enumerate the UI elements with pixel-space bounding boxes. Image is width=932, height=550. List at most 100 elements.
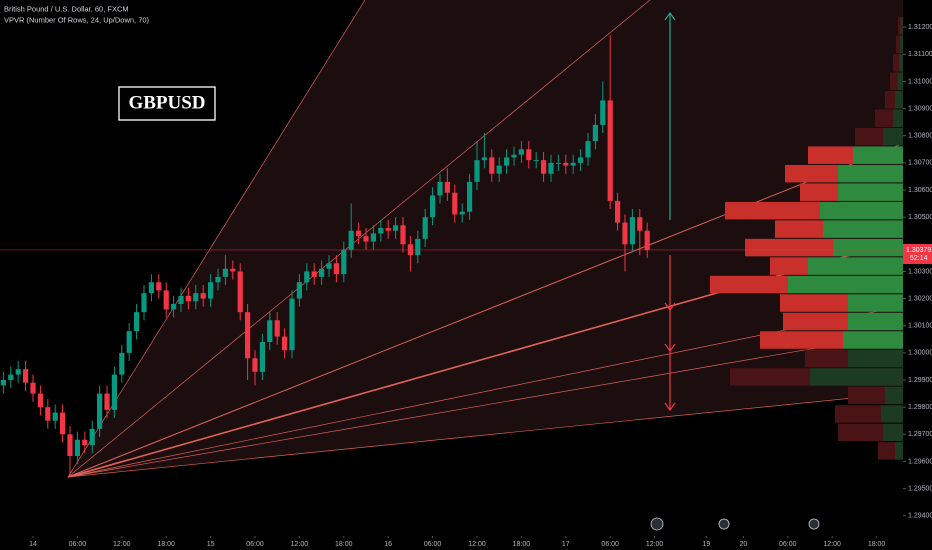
candle-body [163, 290, 169, 310]
candle-body [311, 271, 317, 277]
candle-body [185, 295, 191, 302]
profile-down [893, 54, 899, 72]
candle-body [45, 407, 51, 421]
candle-body [148, 282, 155, 294]
event-icon[interactable] [650, 517, 664, 531]
x-tick-label: 20 [739, 541, 747, 548]
profile-down [898, 17, 901, 35]
fan-line [67, 327, 932, 478]
candle-body [577, 157, 584, 163]
profile-up [820, 201, 903, 220]
x-tick-label: 12:00 [291, 541, 309, 548]
profile-up [893, 109, 903, 127]
candle-body [563, 162, 569, 166]
candle-body [170, 304, 177, 310]
x-tick-label: 18:00 [157, 541, 175, 548]
profile-up [901, 17, 903, 35]
candle-body [281, 336, 288, 351]
candle-body [385, 228, 391, 231]
candle-body [400, 225, 406, 245]
profile-up [848, 349, 903, 368]
last-price-box [903, 243, 932, 264]
candle-body [207, 282, 214, 299]
profile-up [883, 423, 903, 442]
candle-body [518, 149, 524, 155]
candle-body [318, 268, 325, 277]
x-tick-label: 06:00 [69, 541, 87, 548]
profile-down [805, 349, 848, 368]
price-axis [903, 0, 932, 550]
y-tick-label: 1.29900 [908, 377, 932, 384]
x-tick-label: 12:00 [646, 541, 664, 548]
candle-body [459, 211, 465, 215]
candle-body [592, 124, 598, 142]
fan-area [68, 0, 903, 477]
candle-body [200, 293, 206, 299]
candle-body [548, 162, 554, 174]
y-tick-label: 1.31000 [908, 78, 932, 85]
volume-profile [710, 17, 903, 460]
candle-body [489, 157, 495, 174]
profile-down [780, 294, 848, 312]
profile-down [730, 368, 810, 386]
profile-up [788, 275, 903, 294]
candle-body [378, 228, 384, 234]
profile-up [881, 405, 903, 423]
candle-body [570, 162, 576, 166]
x-tick-label: 17 [562, 541, 570, 548]
profile-down [878, 442, 895, 460]
x-tick-label: 06:00 [601, 541, 619, 548]
event-icon[interactable] [718, 518, 730, 530]
candle-body [392, 225, 399, 231]
candle-body [355, 230, 362, 237]
candle-body [8, 374, 14, 380]
profile-up [900, 35, 903, 54]
candle-body [97, 393, 103, 429]
candle-body [555, 162, 561, 164]
candle-body [244, 312, 251, 359]
event-icons[interactable] [650, 517, 820, 531]
y-tick-label: 1.30300 [908, 268, 932, 275]
candle-body [104, 393, 110, 410]
profile-up [848, 312, 903, 331]
candle-body [52, 412, 58, 421]
candles [0, 35, 650, 475]
candle-body [60, 412, 66, 435]
profile-up [853, 146, 903, 164]
x-tick-label: 18:00 [513, 541, 531, 548]
arrows [664, 11, 676, 412]
candle-body [289, 298, 295, 351]
countdown-label: 52:14 [910, 255, 928, 262]
profile-up [843, 331, 903, 349]
candle-body [119, 352, 125, 375]
x-tick-label: 18:00 [335, 541, 353, 548]
profile-up [833, 238, 903, 257]
profile-down [785, 164, 838, 183]
profile-down [835, 405, 881, 423]
profile-down [885, 91, 895, 109]
candle-body [526, 149, 532, 161]
y-tick-label: 1.31200 [908, 24, 932, 31]
x-tick-label: 12:00 [113, 541, 131, 548]
candle-body [178, 295, 184, 304]
indicator-label: VPVR (Number Of Rows, 24, Up/Down, 70) [4, 16, 150, 25]
candle-body [89, 428, 95, 446]
profile-down [710, 275, 788, 294]
candle-body [481, 157, 487, 161]
candle-body [126, 331, 132, 353]
profile-up [848, 294, 903, 312]
candle-body [429, 195, 436, 218]
x-tick-label: 19 [702, 541, 710, 548]
candle-body [252, 358, 258, 372]
profile-up [885, 386, 903, 405]
annotation-box [118, 86, 216, 121]
candle-body [156, 282, 162, 291]
profile-down [745, 238, 833, 257]
candle-body [644, 230, 650, 250]
y-tick-label: 1.30800 [908, 133, 932, 140]
profile-down [838, 423, 883, 442]
profile-down [783, 312, 848, 331]
candle-body [111, 374, 118, 410]
profile-down [855, 127, 883, 146]
event-icon[interactable] [808, 518, 820, 530]
